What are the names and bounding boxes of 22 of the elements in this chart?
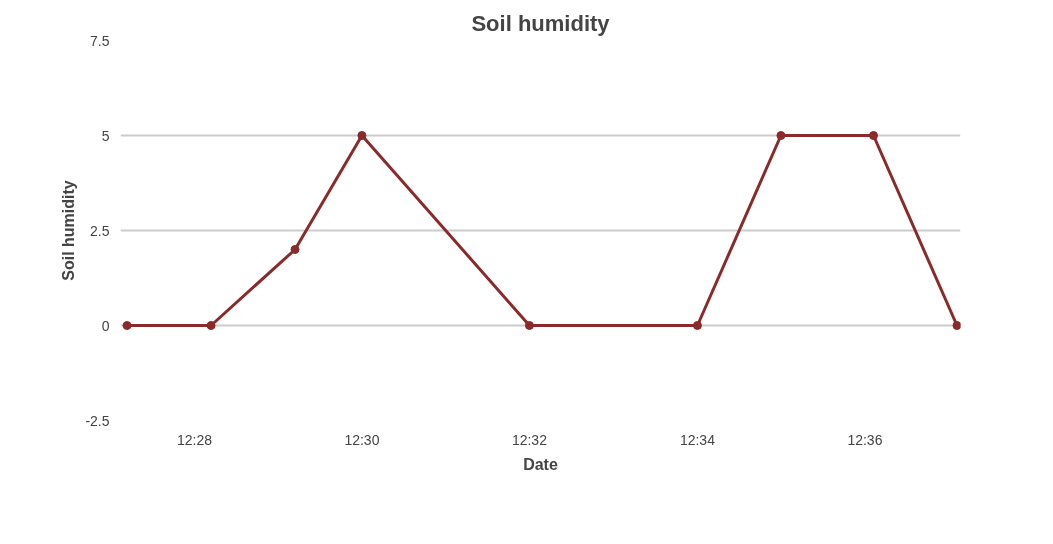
point [868,131,878,140]
x-tick-label: 12:32 [511,431,548,448]
x-tick-label: 12:34 [679,431,716,448]
point [206,321,216,330]
point [524,321,534,330]
x-tick-label: 12:28 [176,431,213,448]
x-tick-label: 12:30 [344,431,380,448]
y-tick-label: -2.5 [85,412,110,429]
y-tick-label: 0 [101,317,110,334]
x-tick-label: 12:36 [847,431,883,448]
point [357,131,367,140]
y-tick-label: 7.5 [90,32,110,49]
y-tick-label: 2.5 [90,222,110,239]
y-axis-title: Soil humidity [60,180,78,281]
point [776,131,786,140]
point [290,245,300,254]
point [692,321,702,330]
point [122,321,132,330]
x-axis-title: Date [523,455,558,473]
y-tick-label: 5 [101,127,110,144]
point [952,321,961,330]
chart-title: Soil humidity [471,10,611,36]
